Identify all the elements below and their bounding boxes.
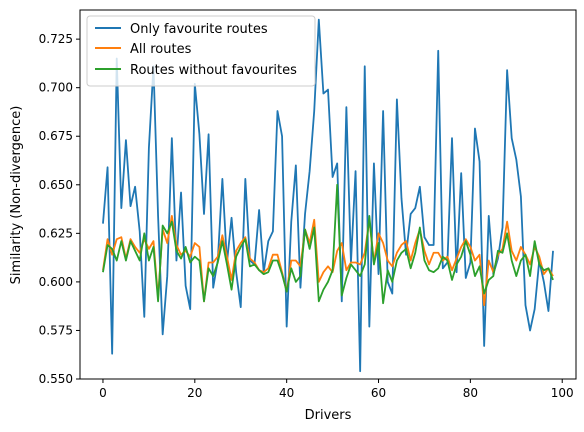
x-tick-label: 100: [551, 386, 574, 400]
plot-frame: [79, 9, 577, 380]
legend: Only favourite routes All routes Routes …: [86, 15, 316, 87]
y-tick-label: 0.675: [39, 129, 73, 143]
series-line-only-favourite: [102, 18, 554, 373]
legend-label-without-favourites: Routes without favourites: [130, 63, 297, 78]
y-tick-label: 0.550: [39, 372, 73, 386]
series-layer: [102, 18, 554, 373]
x-tick-label: 60: [371, 386, 386, 400]
x-tick-label: 80: [463, 386, 478, 400]
y-tick-label: 0.575: [39, 323, 73, 337]
axes-layer: 0 20 40 60 80 100 0.550 0.575 0.600 0.625 0.650 0.6…: [39, 32, 574, 400]
y-tick-label: 0.650: [39, 178, 73, 192]
x-tick-label: 0: [99, 386, 107, 400]
x-axis-label: Drivers: [305, 408, 352, 423]
series-line-without-favourites: [102, 183, 554, 305]
y-tick-label: 0.725: [39, 32, 73, 46]
y-axis-label: Similarity (Non-divergence): [9, 106, 24, 285]
x-tick-label: 40: [279, 386, 294, 400]
series-line-all-routes: [102, 214, 554, 307]
legend-box: [86, 15, 316, 87]
y-tick-label: 0.625: [39, 226, 73, 240]
legend-label-all-routes: All routes: [130, 42, 192, 57]
legend-label-only-favourite: Only favourite routes: [130, 22, 268, 37]
y-tick-label: 0.600: [39, 275, 73, 289]
y-tick-label: 0.700: [39, 81, 73, 95]
x-tick-label: 20: [187, 386, 202, 400]
